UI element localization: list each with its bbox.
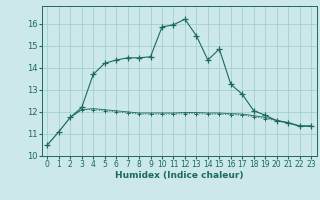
X-axis label: Humidex (Indice chaleur): Humidex (Indice chaleur)	[115, 171, 244, 180]
